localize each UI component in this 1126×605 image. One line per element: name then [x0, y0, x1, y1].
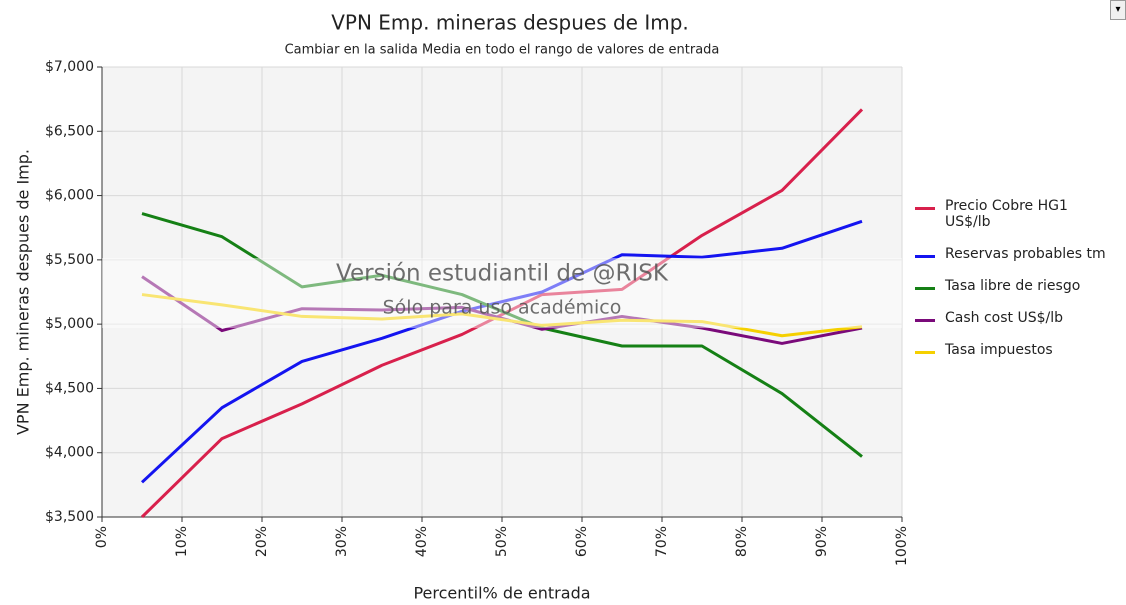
series-line: [140, 219, 863, 484]
x-tick-label: 80%: [734, 526, 750, 557]
series-line: [140, 108, 864, 519]
x-tick-label: 90%: [814, 526, 830, 557]
watermark-band: [102, 258, 902, 328]
legend-item: Tasa libre de riesgo: [915, 278, 1115, 294]
legend-label: Precio Cobre HG1 US$/lb: [945, 198, 1068, 230]
y-tick-label: $3,500: [45, 509, 94, 525]
legend-item: Reservas probables tm: [915, 246, 1115, 262]
x-tick-label: 20%: [254, 526, 270, 557]
legend-swatch: [915, 319, 935, 322]
y-axis-label: VPN Emp. mineras despues de Imp.: [14, 149, 33, 435]
legend-label: Reservas probables tm: [945, 246, 1106, 262]
chart-title: VPN Emp. mineras despues de Imp.: [331, 11, 689, 35]
legend-item: Precio Cobre HG1 US$/lb: [915, 198, 1115, 230]
dropdown-button[interactable]: ▾: [1110, 0, 1126, 20]
y-tick-label: $5,500: [45, 252, 94, 268]
y-tick-label: $5,000: [45, 316, 94, 332]
legend-item: Tasa impuestos: [915, 342, 1115, 358]
y-tick-label: $6,000: [45, 188, 94, 204]
x-axis-label: Percentil% de entrada: [413, 584, 590, 603]
y-tick-label: $7,000: [45, 59, 94, 75]
x-tick-label: 40%: [414, 526, 430, 557]
legend-label: Cash cost US$/lb: [945, 310, 1064, 326]
legend-swatch: [915, 207, 935, 210]
y-tick-label: $4,500: [45, 380, 94, 396]
legend-swatch: [915, 287, 935, 290]
x-tick-label: 60%: [574, 526, 590, 557]
y-tick-label: $6,500: [45, 123, 94, 139]
watermark: Sólo para uso académico: [383, 297, 622, 319]
legend-swatch: [915, 351, 935, 354]
legend-swatch: [915, 255, 935, 258]
watermark: Versión estudiantil de @RISK: [336, 261, 669, 287]
legend: Precio Cobre HG1 US$/lb Reservas probable…: [915, 198, 1115, 374]
series-line: [141, 293, 863, 338]
legend-label: Tasa libre de riesgo: [945, 278, 1081, 294]
y-tick-label: $4,000: [45, 445, 94, 461]
chart-subtitle: Cambiar en la salida Media en todo el ra…: [285, 43, 720, 58]
x-tick-label: 100%: [894, 526, 910, 566]
x-tick-label: 10%: [174, 526, 190, 557]
x-tick-label: 50%: [494, 526, 510, 557]
legend-label: Tasa impuestos: [945, 342, 1053, 358]
x-tick-label: 0%: [94, 526, 110, 548]
x-tick-label: 70%: [654, 526, 670, 557]
x-tick-label: 30%: [334, 526, 350, 557]
series-line: [141, 212, 863, 458]
legend-item: Cash cost US$/lb: [915, 310, 1115, 326]
